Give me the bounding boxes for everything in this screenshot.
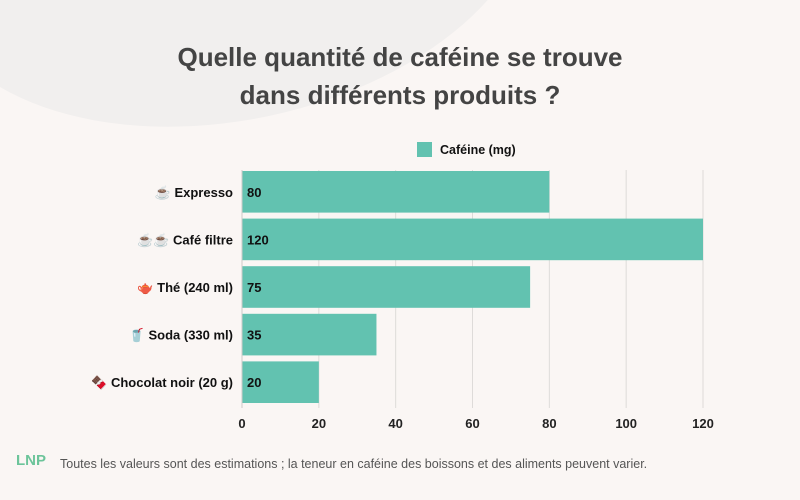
footnote: Toutes les valeurs sont des estimations … (60, 457, 648, 471)
data-label: 120 (247, 232, 269, 247)
x-tick-label: 80 (542, 416, 556, 431)
x-tick-label: 0 (238, 416, 245, 431)
x-tick-label: 120 (692, 416, 714, 431)
legend-label: Caféine (mg) (440, 143, 516, 157)
logo: LNP (16, 452, 46, 469)
category-label: 🍫 Chocolat noir (20 g) (91, 375, 233, 390)
data-label: 80 (247, 185, 261, 200)
bar (242, 266, 531, 308)
x-tick-label: 100 (615, 416, 637, 431)
category-label: 🥤 Soda (330 ml) (129, 328, 233, 343)
bar (242, 361, 319, 403)
x-tick-label: 60 (465, 416, 479, 431)
bar (242, 218, 703, 261)
chart-title: Quelle quantité de caféine se trouve dans… (177, 42, 623, 110)
x-tick-label: 40 (388, 416, 402, 431)
legend-swatch (417, 142, 432, 157)
category-label: ☕☕ Café filtre (137, 231, 233, 247)
bar (242, 313, 377, 356)
category-label: ☕ Expresso (155, 184, 233, 200)
bar (242, 171, 550, 213)
data-label: 35 (247, 328, 261, 343)
data-label: 20 (247, 375, 261, 390)
data-label: 75 (247, 280, 261, 295)
x-tick-label: 20 (312, 416, 326, 431)
category-label: 🫖 Thé (240 ml) (137, 280, 233, 295)
